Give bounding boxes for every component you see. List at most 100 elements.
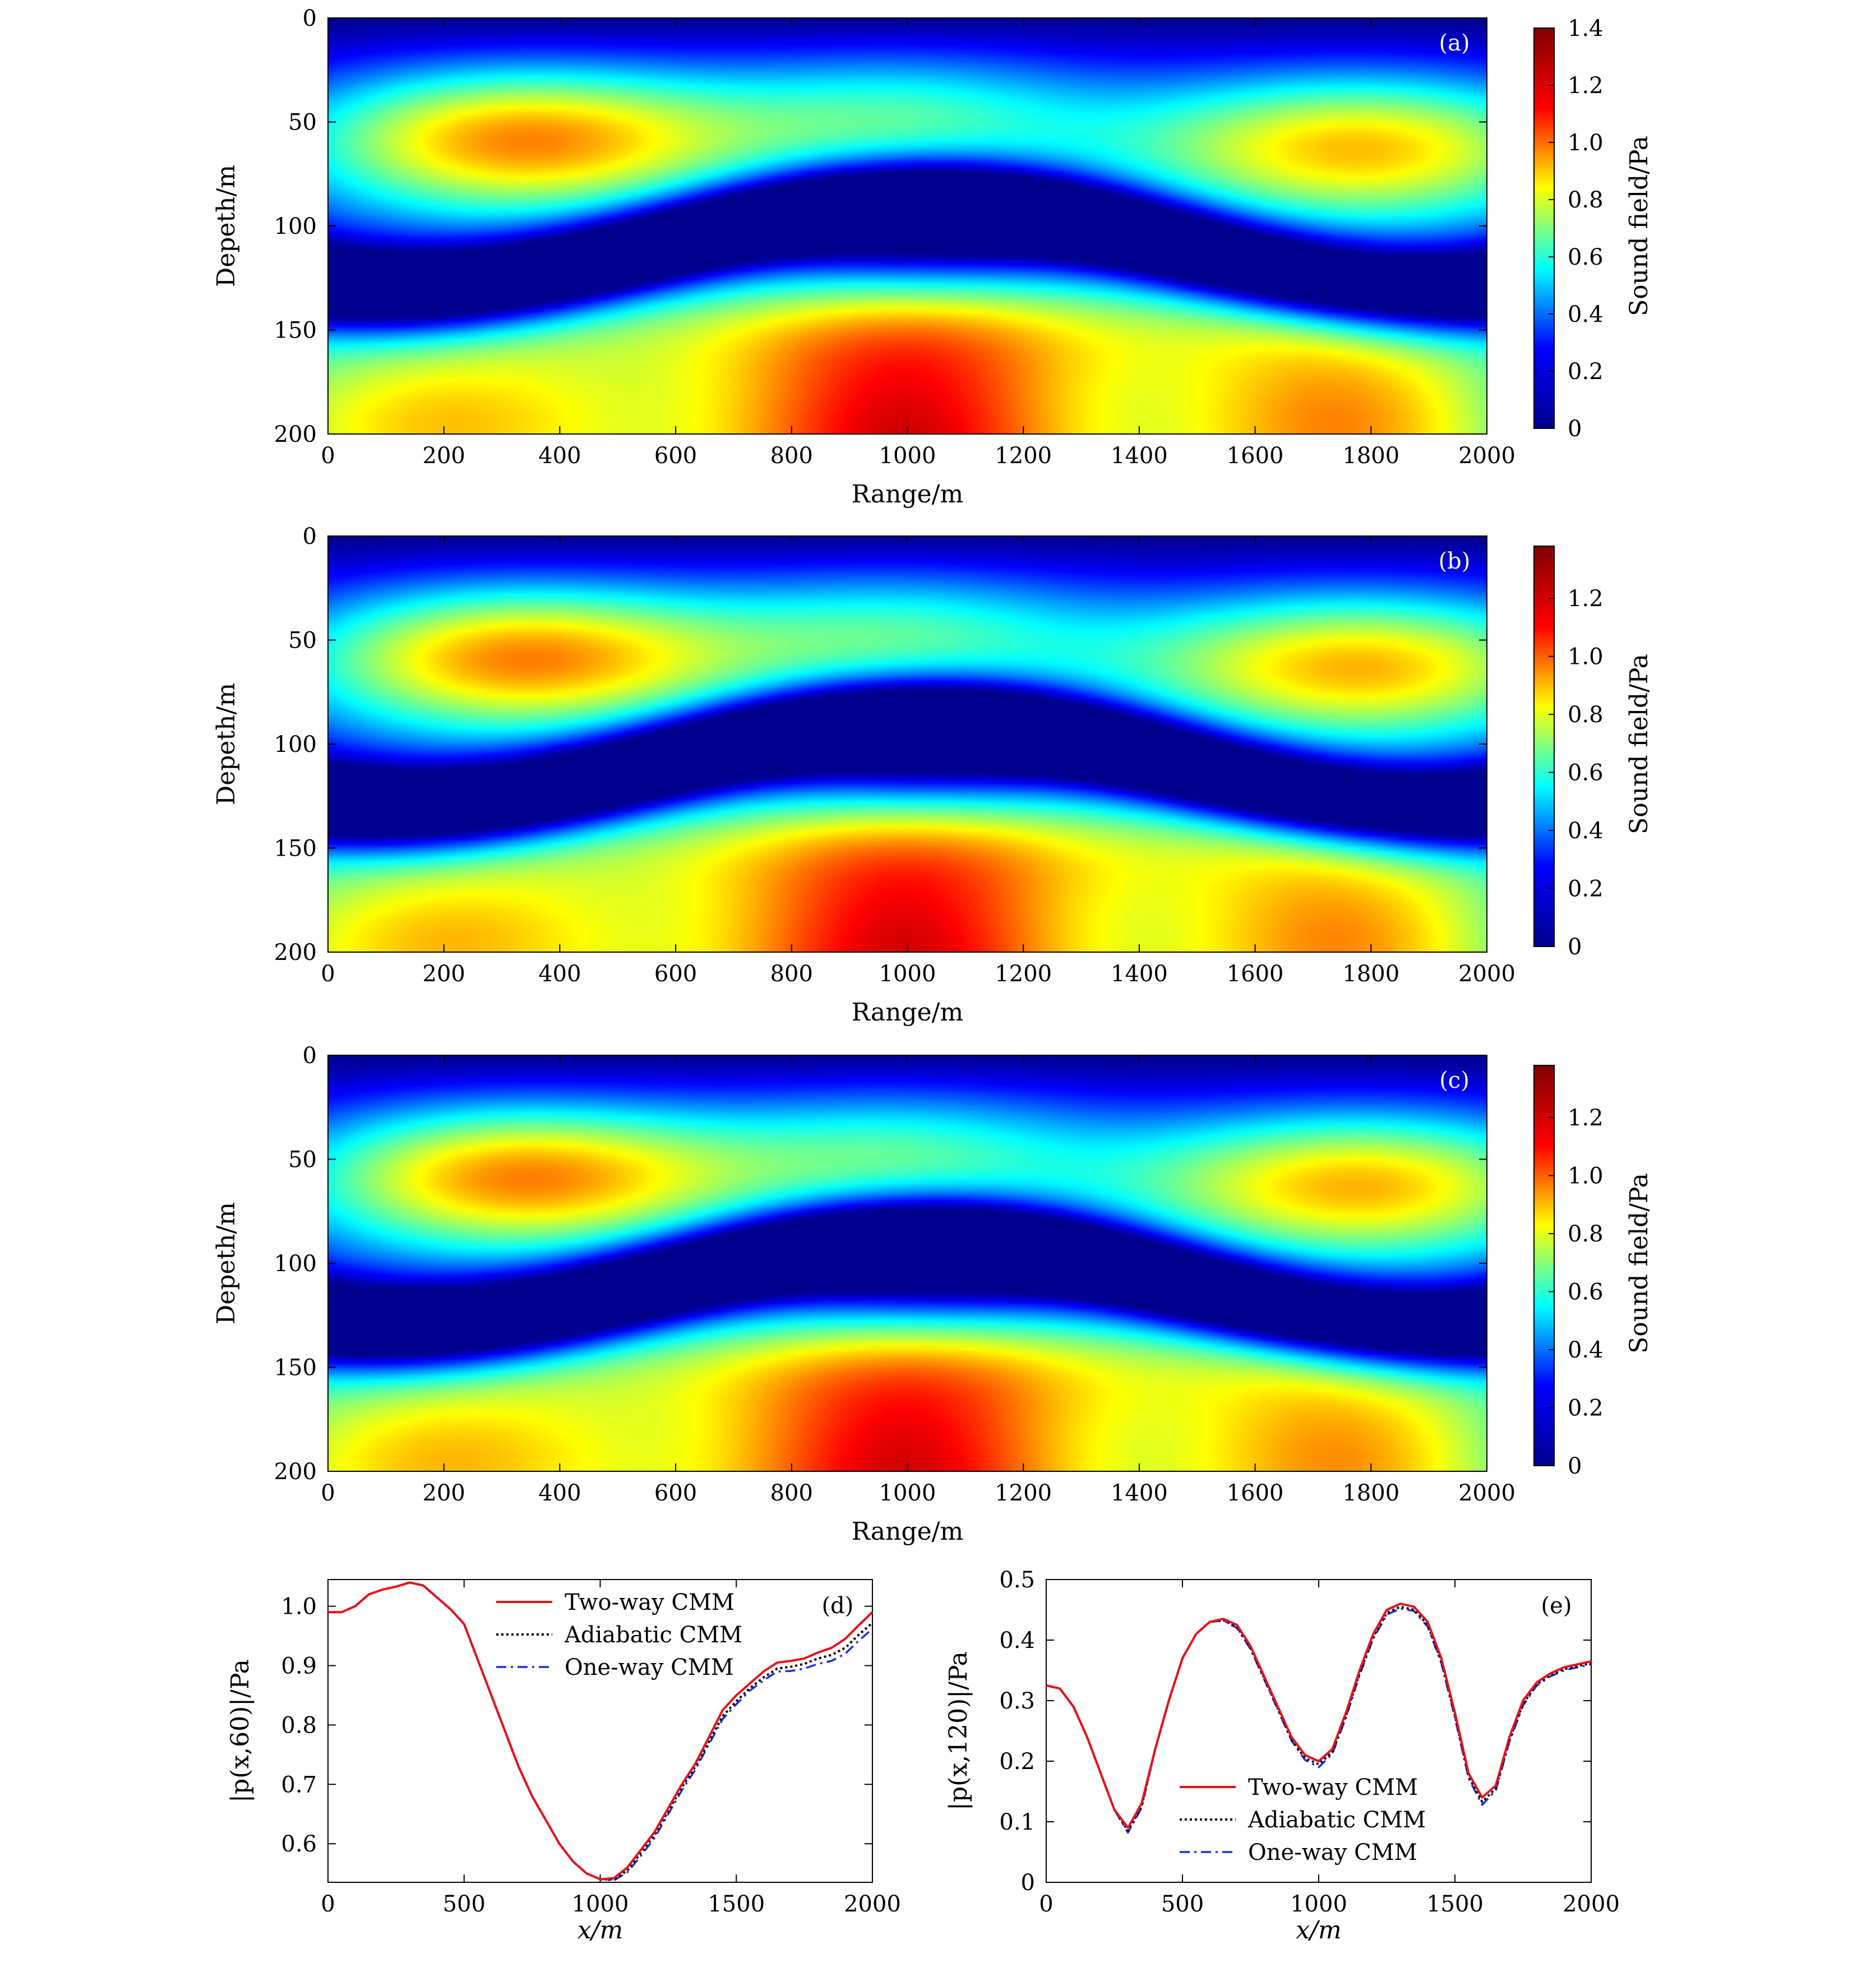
y-tick-label: 100 [274, 1251, 317, 1277]
x-tick-label: 1200 [995, 1480, 1052, 1506]
x-tick-label: 1500 [1426, 1891, 1484, 1917]
colorbar-tick-label: 0.6 [1568, 760, 1604, 786]
x-tick-label: 200 [423, 961, 465, 987]
colorbar-tick-label: 1.4 [1568, 16, 1604, 41]
x-axis-label: Range/m [852, 1517, 963, 1546]
x-tick-label: 1400 [1111, 1480, 1168, 1506]
colorbar-tick-label: 1.0 [1568, 130, 1604, 156]
x-tick-label: 1800 [1342, 961, 1399, 987]
x-tick-label: 2000 [1458, 1480, 1515, 1506]
y-tick-label: 0.7 [281, 1772, 317, 1798]
colorbar-tick-label: 0.6 [1568, 244, 1604, 270]
x-tick-label: 400 [538, 961, 581, 987]
colorbar-tick-label: 1.0 [1568, 644, 1604, 670]
x-tick-label: 2000 [844, 1891, 901, 1917]
x-tick-label: 200 [423, 443, 465, 469]
x-tick-label: 0 [321, 1891, 335, 1917]
x-axis-label: Range/m [852, 480, 963, 509]
y-axis-label: Depeth/m [212, 683, 241, 805]
colorbar-tick-label: 0.6 [1568, 1280, 1604, 1305]
x-tick-label: 500 [1161, 1891, 1204, 1917]
y-tick-label: 200 [274, 422, 317, 447]
line-panel-d: 0 500 1000 1500 2000 0.6 0.7 0.8 0.9 1.0 x/m |p(x,6… [226, 1579, 901, 1945]
y-tick-label: 0 [303, 524, 317, 549]
x-tick-label: 2000 [1563, 1891, 1620, 1917]
x-tick-label: 500 [443, 1891, 486, 1917]
y-tick-label: 200 [274, 1459, 317, 1485]
colorbar [1533, 546, 1555, 947]
x-tick-label: 2000 [1458, 443, 1515, 469]
legend-label: One-way CMM [565, 1655, 734, 1680]
line-panel-e: 0 500 1000 1500 2000 0 0.1 0.2 0.3 0.4 0.5 x/m |p(x,… [944, 1567, 1620, 1945]
panel-label: (a) [1439, 30, 1470, 56]
panel-label: (e) [1541, 1593, 1572, 1619]
y-tick-label: 0.3 [999, 1688, 1035, 1714]
y-tick-label: 0 [303, 6, 317, 31]
colorbar-label: Sound field/Pa [1625, 1173, 1653, 1354]
x-tick-label: 1200 [995, 443, 1052, 469]
x-tick-label: 1600 [1227, 961, 1284, 987]
x-tick-label: 1600 [1227, 443, 1284, 469]
colorbar-tick-label: 1.2 [1568, 73, 1604, 99]
heatmap-panel-1: 0 200 400 600 800 1000 1200 1400 1600 1800 2000050… [212, 6, 1653, 509]
x-tick-label: 600 [654, 961, 697, 987]
x-axis-label: x/m [1296, 1916, 1341, 1945]
legend-label: One-way CMM [1248, 1840, 1417, 1865]
series-line-two-way-cmm [1046, 1603, 1592, 1829]
y-tick-label: 0.6 [281, 1831, 317, 1857]
plot-frame [327, 1579, 873, 1883]
colorbar-tick-label: 1.2 [1568, 1105, 1604, 1131]
series-line-one-way-cmm [1046, 1608, 1592, 1834]
legend-label: Two-way CMM [565, 1590, 734, 1615]
x-tick-label: 1000 [879, 443, 936, 469]
x-tick-label: 0 [321, 961, 335, 987]
colorbar-tick-label: 0.2 [1568, 1396, 1604, 1421]
colorbar-label: Sound field/Pa [1625, 136, 1653, 316]
x-tick-label: 400 [538, 1480, 581, 1506]
plot-frame [1046, 1579, 1592, 1883]
panel-label: (b) [1439, 548, 1471, 574]
x-tick-label: 600 [654, 443, 697, 469]
x-tick-label: 800 [770, 961, 813, 987]
x-tick-label: 600 [654, 1480, 697, 1506]
colorbar-label: Sound field/Pa [1625, 654, 1653, 834]
x-tick-label: 1000 [572, 1891, 629, 1917]
colorbar-tick-label: 0.8 [1568, 702, 1604, 728]
colorbar-tick-label: 0 [1568, 934, 1582, 960]
x-tick-label: 800 [770, 1480, 813, 1506]
y-tick-label: 0 [1021, 1870, 1035, 1896]
colorbar [1533, 27, 1555, 429]
x-axis-label: Range/m [852, 998, 963, 1027]
y-axis-label: Depeth/m [212, 1202, 241, 1324]
y-tick-label: 0 [303, 1043, 317, 1069]
legend-label: Adiabatic CMM [1247, 1807, 1426, 1833]
heatmap-panel-3: 0 200 400 600 800 1000 1200 1400 1600 1800 2000050… [212, 1043, 1653, 1546]
colorbar-tick-label: 0.4 [1568, 818, 1604, 844]
colorbar-tick-label: 0.2 [1568, 876, 1604, 902]
colorbar-tick-label: 0.4 [1568, 1337, 1604, 1363]
y-tick-label: 0.5 [999, 1567, 1035, 1593]
heatmap-field-image [328, 18, 1487, 434]
x-tick-label: 1000 [1290, 1891, 1347, 1917]
legend-label: Two-way CMM [1248, 1775, 1418, 1800]
panel-label: (d) [822, 1593, 854, 1619]
heatmap-panel-2: 0 200 400 600 800 1000 1200 1400 1600 1800 2000050… [212, 524, 1653, 1027]
y-axis-label: |p(x,60)|/Pa [226, 1659, 255, 1803]
y-tick-label: 150 [274, 318, 317, 344]
y-axis-label: |p(x,120)|/Pa [944, 1651, 973, 1811]
x-tick-label: 800 [770, 443, 813, 469]
colorbar-tick-label: 0.8 [1568, 1221, 1604, 1247]
colorbar-tick-label: 1.2 [1568, 586, 1604, 612]
y-tick-label: 0.1 [999, 1809, 1035, 1835]
y-tick-label: 0.9 [281, 1654, 317, 1679]
x-tick-label: 1000 [879, 961, 936, 987]
x-tick-label: 0 [1039, 1891, 1053, 1917]
y-tick-label: 0.8 [281, 1712, 317, 1738]
y-tick-label: 0.2 [999, 1749, 1035, 1775]
y-tick-label: 150 [274, 1355, 317, 1381]
panel-label: (c) [1439, 1068, 1470, 1093]
colorbar-tick-label: 0.8 [1568, 187, 1604, 213]
legend-label: Adiabatic CMM [564, 1622, 742, 1648]
y-tick-label: 100 [274, 214, 317, 239]
